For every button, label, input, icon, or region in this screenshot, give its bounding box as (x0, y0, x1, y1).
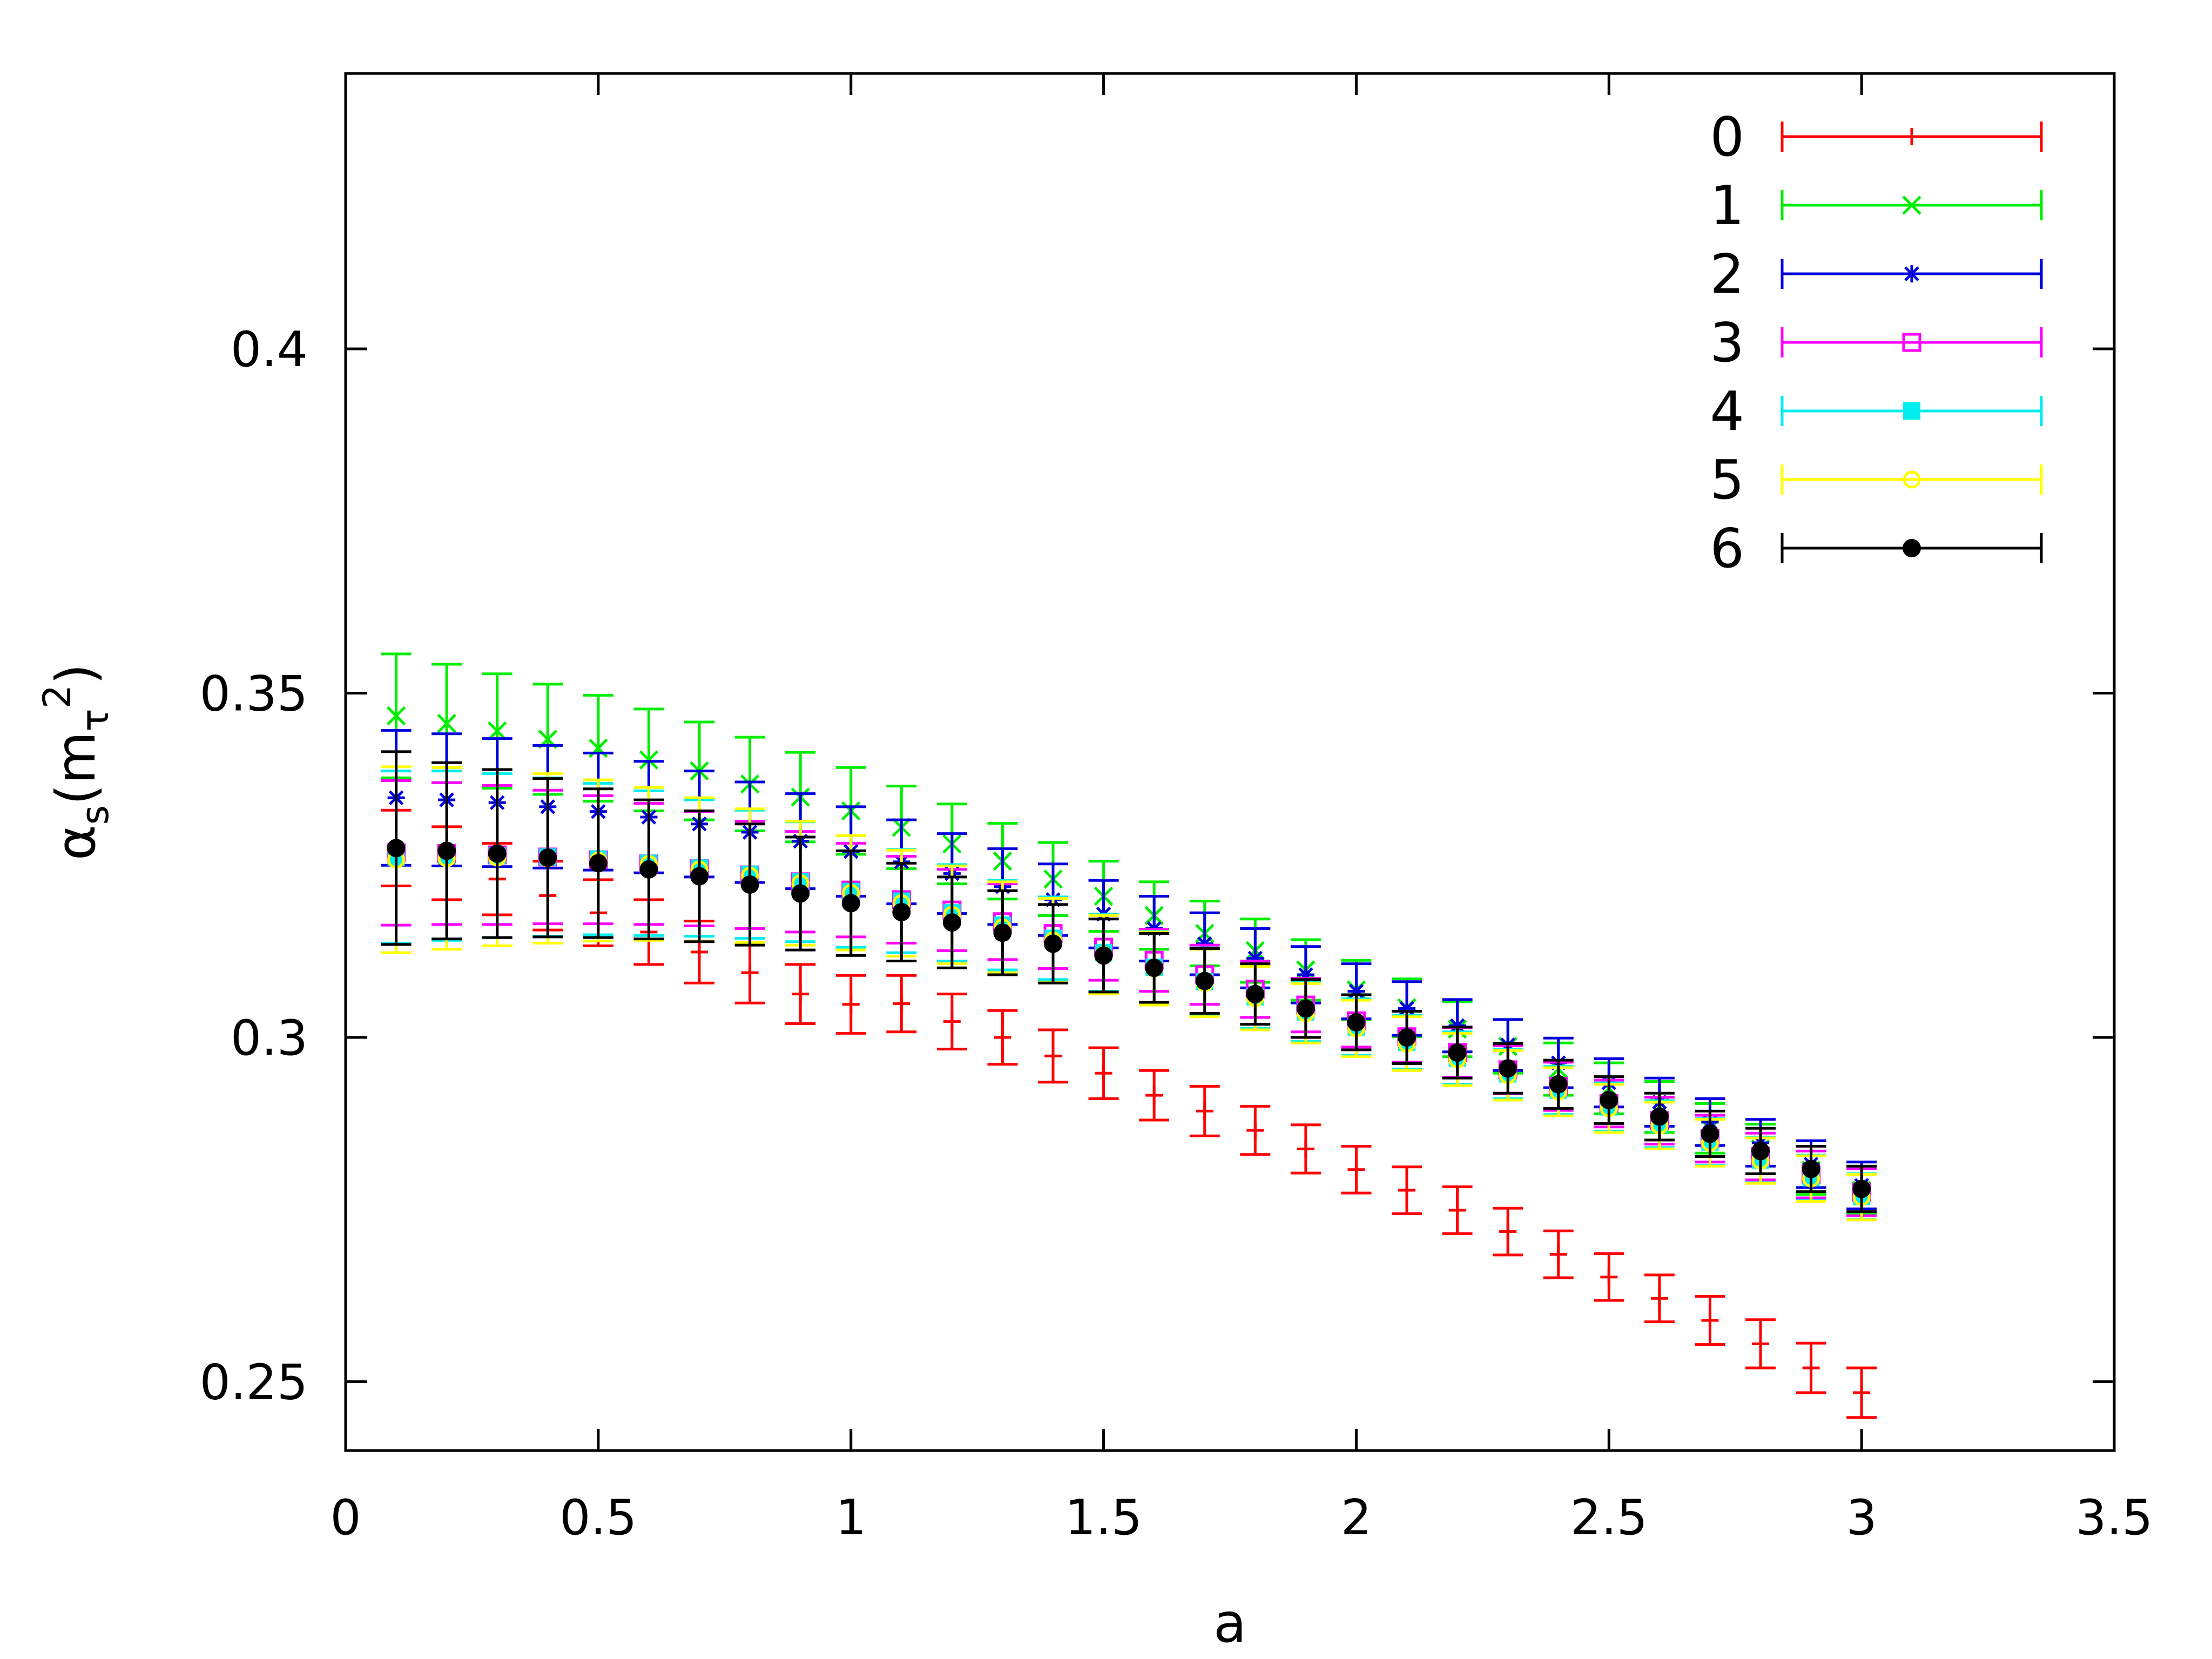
series-6-point (1448, 1043, 1467, 1062)
legend-marker (1902, 195, 1921, 215)
series-1-point (639, 750, 659, 770)
y-axis-label: αs(mτ2) (35, 664, 117, 861)
series-0 (381, 808, 1877, 1419)
series-6-point (1499, 1059, 1518, 1078)
series-2-point (1297, 966, 1314, 983)
legend-label: 3 (1710, 311, 1744, 374)
series-2-point (1347, 982, 1365, 1000)
legend-marker (1903, 265, 1920, 282)
x-tick-label: 0.5 (559, 1489, 637, 1546)
legend-item-3: 3 (1710, 311, 2043, 374)
series-6-point (1296, 999, 1315, 1018)
legend-label: 0 (1710, 105, 1744, 168)
series-6-point (1044, 934, 1062, 953)
legend-marker (1903, 539, 1921, 557)
series-2-point (1398, 1000, 1415, 1017)
series-6-point (1398, 1028, 1416, 1047)
x-tick-label: 3.5 (2075, 1489, 2153, 1546)
legend-item-0: 0 (1710, 105, 2043, 168)
series-6-point (791, 884, 810, 903)
legend-label: 2 (1710, 242, 1744, 306)
x-axis-label: a (1213, 1591, 1246, 1655)
series-6-point (1549, 1075, 1568, 1094)
series-6-point (488, 844, 507, 863)
series-2-point (1246, 949, 1264, 967)
series-2-point (1448, 1017, 1466, 1035)
series-6-point (690, 867, 709, 886)
axis-ticks (346, 73, 2114, 1451)
x-tick-label: 2 (1341, 1489, 1372, 1546)
series-6-point (1246, 984, 1265, 1003)
series-1-point (487, 721, 507, 741)
series-6-point (841, 894, 860, 913)
series-6-point (387, 839, 406, 858)
legend-item-4: 4 (1710, 380, 2043, 443)
legend-label: 1 (1710, 174, 1744, 237)
series-6-point (1701, 1124, 1719, 1143)
y-tick-label: 0.25 (200, 1354, 308, 1411)
series-6-point (1195, 972, 1214, 990)
legend-label: 5 (1710, 448, 1744, 511)
series-6-point (437, 841, 456, 860)
series-6-point (1094, 946, 1113, 965)
y-tick-label: 0.35 (200, 666, 308, 723)
series-6-point (942, 913, 961, 932)
series-6-point (538, 848, 557, 867)
series-6-point (1802, 1159, 1820, 1178)
legend-item-5: 5 (1710, 448, 2043, 511)
legend-item-2: 2 (1710, 242, 2043, 306)
legend-marker (1902, 333, 1921, 352)
series-1-point (437, 713, 456, 733)
series-6 (381, 750, 1877, 1213)
x-tick-label: 1.5 (1065, 1489, 1142, 1546)
series-6-point (1347, 1013, 1366, 1031)
legend-marker (1903, 402, 1920, 420)
y-tick-label: 0.3 (231, 1010, 308, 1067)
plot-frame (344, 72, 2116, 1452)
x-tick-label: 2.5 (1570, 1489, 1648, 1546)
legend-label: 6 (1710, 517, 1744, 580)
plot-area (381, 652, 1877, 1419)
series-6-point (1600, 1091, 1618, 1110)
legend-label: 4 (1710, 380, 1744, 443)
series-6-point (1650, 1107, 1669, 1126)
legend-item-1: 1 (1710, 174, 2043, 237)
series-6-point (1751, 1142, 1770, 1161)
legend-item-6: 6 (1710, 517, 2043, 580)
legend-marker (1903, 470, 1921, 489)
y-tick-label: 0.4 (231, 321, 308, 378)
series-6-point (993, 923, 1012, 942)
series-6-point (589, 854, 608, 873)
series-2-point (1196, 935, 1213, 953)
series-6-point (1852, 1179, 1871, 1198)
x-tick-label: 3 (1846, 1489, 1877, 1546)
y-tick-labels: 0.25 0.3 0.35 0.4 (200, 321, 308, 1411)
series-6-point (892, 902, 911, 921)
x-tick-label: 1 (835, 1489, 866, 1546)
series-6-point (639, 860, 658, 879)
series-6-point (740, 875, 759, 894)
x-tick-label: 0 (330, 1489, 361, 1546)
series-1-point (386, 706, 406, 726)
x-tick-labels: 0 0.5 1 1.5 2 2.5 3 3.5 (330, 1489, 2153, 1546)
series-6-point (1145, 959, 1164, 977)
